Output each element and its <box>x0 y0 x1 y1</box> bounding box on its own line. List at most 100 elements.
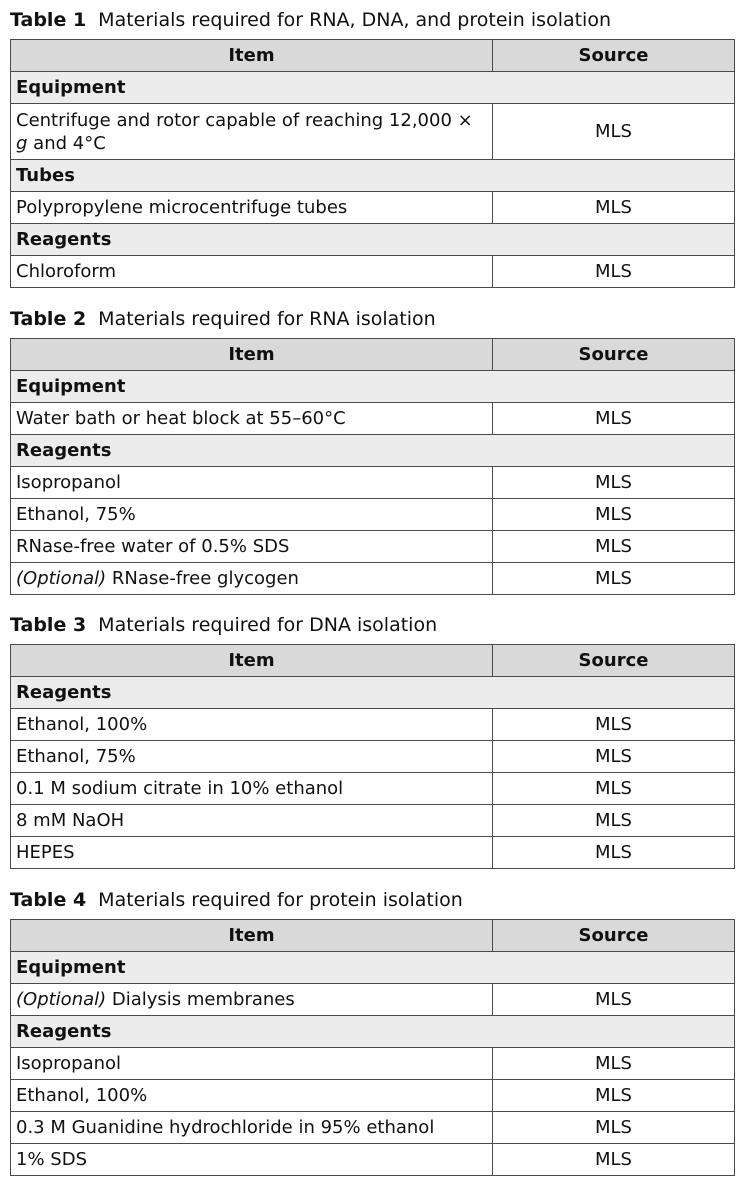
source-column-header: Source <box>492 919 735 952</box>
table-title: Materials required for RNA, DNA, and pro… <box>98 9 612 31</box>
item-text-italic: (Optional) <box>16 568 107 589</box>
section-label: Equipment <box>10 370 735 403</box>
table-row: Isopropanol MLS <box>10 466 735 499</box>
item-cell: HEPES <box>10 836 493 869</box>
table-number: Table 2 <box>10 308 87 330</box>
table-2-block: Table 2 Materials required for RNA isolat… <box>10 307 735 595</box>
table-number: Table 3 <box>10 614 87 636</box>
item-cell: 1% SDS <box>10 1143 493 1176</box>
item-cell: 8 mM NaOH <box>10 804 493 837</box>
item-text: Isopropanol <box>16 1053 122 1074</box>
materials-table: Item Source Equipment Water bath or heat … <box>10 338 735 595</box>
section-row: Reagents <box>10 223 735 256</box>
item-text: Centrifuge and rotor capable of reaching… <box>16 109 473 131</box>
source-cell: MLS <box>492 740 735 773</box>
source-cell: MLS <box>492 530 735 563</box>
source-column-header: Source <box>492 644 735 677</box>
section-row: Reagents <box>10 676 735 709</box>
materials-table: Item Source Equipment (Optional) Dialysis… <box>10 919 735 1176</box>
section-row: Tubes <box>10 159 735 192</box>
table-row: (Optional) RNase-free glycogen MLS <box>10 562 735 595</box>
section-row: Reagents <box>10 434 735 467</box>
table-caption: Table 4 Materials required for protein is… <box>10 888 734 912</box>
item-text: Ethanol, 100% <box>16 1085 148 1106</box>
table-row: Ethanol, 75% MLS <box>10 498 735 531</box>
section-row: Reagents <box>10 1015 735 1048</box>
table-row: RNase-free water of 0.5% SDS MLS <box>10 530 735 563</box>
source-column-header: Source <box>492 338 735 371</box>
table-caption: Table 3 Materials required for DNA isolat… <box>10 613 734 637</box>
item-cell: Isopropanol <box>10 1047 493 1080</box>
item-text: HEPES <box>16 842 75 863</box>
item-text: 8 mM NaOH <box>16 810 125 831</box>
section-row: Equipment <box>10 71 735 104</box>
table-row: Polypropylene microcentrifuge tubes MLS <box>10 191 735 224</box>
table-caption: Table 1 Materials required for RNA, DNA, … <box>10 8 734 32</box>
table-row: Chloroform MLS <box>10 255 735 288</box>
source-cell: MLS <box>492 804 735 837</box>
item-cell: Ethanol, 75% <box>10 498 493 531</box>
source-cell: MLS <box>492 1111 735 1144</box>
table-row: Centrifuge and rotor capable of reaching… <box>10 103 735 160</box>
source-cell: MLS <box>492 498 735 531</box>
item-text: Ethanol, 75% <box>16 746 136 767</box>
section-label: Tubes <box>10 159 735 192</box>
item-column-header: Item <box>10 338 493 371</box>
item-text: 0.3 M Guanidine hydrochloride in 95% eth… <box>16 1117 435 1138</box>
table-row: Ethanol, 75% MLS <box>10 740 735 773</box>
item-text: Chloroform <box>16 261 116 282</box>
table-number: Table 1 <box>10 9 87 31</box>
source-cell: MLS <box>492 562 735 595</box>
section-label: Reagents <box>10 676 735 709</box>
item-text: RNase-free water of 0.5% SDS <box>16 536 290 557</box>
header-row: Item Source <box>10 39 735 72</box>
source-cell: MLS <box>492 983 735 1016</box>
item-cell: Isopropanol <box>10 466 493 499</box>
source-cell: MLS <box>492 191 735 224</box>
materials-table: Item Source Reagents Ethanol, 100% MLS Etha… <box>10 644 735 869</box>
table-caption: Table 2 Materials required for RNA isolat… <box>10 307 734 331</box>
item-column-header: Item <box>10 644 493 677</box>
item-text: 1% SDS <box>16 1149 87 1170</box>
item-text: Water bath or heat block at 55–60°C <box>16 408 346 429</box>
materials-table: Item Source Equipment Centrifuge and roto… <box>10 39 735 288</box>
item-text: Ethanol, 75% <box>16 504 136 525</box>
item-text-italic: g <box>16 132 28 154</box>
section-label: Equipment <box>10 71 735 104</box>
item-text: and 4°C <box>27 132 106 154</box>
source-cell: MLS <box>492 1047 735 1080</box>
item-cell: Polypropylene microcentrifuge tubes <box>10 191 493 224</box>
item-cell: Water bath or heat block at 55–60°C <box>10 402 493 435</box>
table-row: (Optional) Dialysis membranes MLS <box>10 983 735 1016</box>
item-text: 0.1 M sodium citrate in 10% ethanol <box>16 778 344 799</box>
table-row: 8 mM NaOH MLS <box>10 804 735 837</box>
source-column-header: Source <box>492 39 735 72</box>
section-label: Reagents <box>10 223 735 256</box>
item-text: Polypropylene microcentrifuge tubes <box>16 197 348 218</box>
item-cell: (Optional) Dialysis membranes <box>10 983 493 1016</box>
item-text-italic: (Optional) <box>16 989 107 1010</box>
source-cell: MLS <box>492 402 735 435</box>
item-text: Dialysis membranes <box>106 989 295 1010</box>
item-text: RNase-free glycogen <box>106 568 299 589</box>
section-label: Equipment <box>10 951 735 984</box>
table-row: HEPES MLS <box>10 836 735 869</box>
table-title: Materials required for DNA isolation <box>98 614 438 636</box>
table-row: 1% SDS MLS <box>10 1143 735 1176</box>
item-cell: Ethanol, 100% <box>10 708 493 741</box>
item-cell: RNase-free water of 0.5% SDS <box>10 530 493 563</box>
table-title: Materials required for RNA isolation <box>98 308 436 330</box>
item-cell: Chloroform <box>10 255 493 288</box>
header-row: Item Source <box>10 644 735 677</box>
source-cell: MLS <box>492 1079 735 1112</box>
table-row: Isopropanol MLS <box>10 1047 735 1080</box>
table-title: Materials required for protein isolation <box>98 889 463 911</box>
table-row: 0.3 M Guanidine hydrochloride in 95% eth… <box>10 1111 735 1144</box>
item-column-header: Item <box>10 919 493 952</box>
source-cell: MLS <box>492 103 735 160</box>
table-number: Table 4 <box>10 889 87 911</box>
item-cell: 0.3 M Guanidine hydrochloride in 95% eth… <box>10 1111 493 1144</box>
source-cell: MLS <box>492 836 735 869</box>
item-cell: Ethanol, 100% <box>10 1079 493 1112</box>
item-column-header: Item <box>10 39 493 72</box>
